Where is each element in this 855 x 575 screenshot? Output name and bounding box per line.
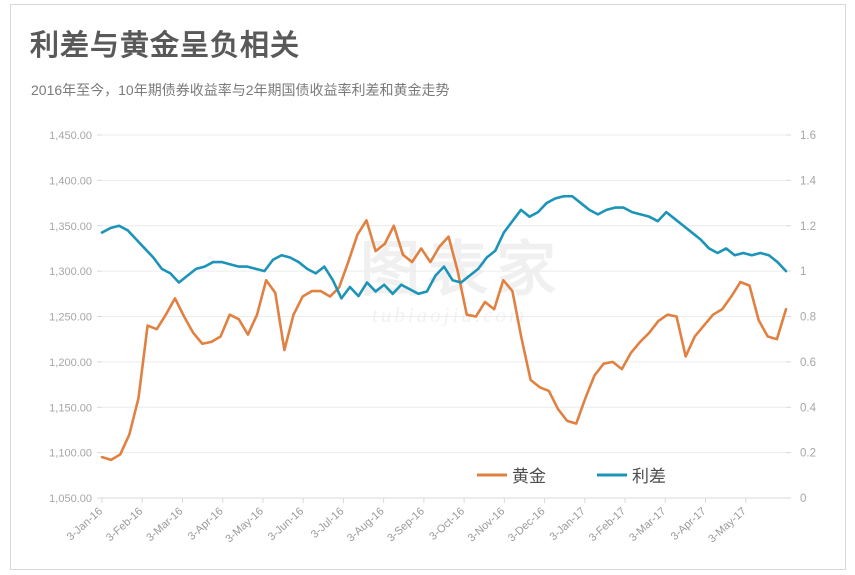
right-axis-tick-label: 0.8	[800, 312, 816, 324]
left-axis-tick-label: 1,350.00	[49, 221, 92, 233]
x-axis-tick-label: 3-Jan-17	[548, 505, 588, 543]
watermark-subtext: tubiaojia.com	[372, 303, 527, 327]
x-axis-tick-label: 3-May-16	[223, 505, 266, 545]
watermark: 图表家 tubiaojia.com	[360, 236, 556, 327]
x-axis-tick-label: 3-Jun-16	[266, 505, 306, 543]
right-axis-tick-label: 1.4	[800, 175, 817, 187]
right-axis-tick-label: 0	[800, 493, 806, 505]
left-axis-tick-label: 1,100.00	[49, 448, 92, 460]
series-line-spread	[100, 194, 788, 300]
left-axis-tick-label: 1,200.00	[49, 357, 92, 369]
x-axis-ticks	[101, 498, 747, 503]
right-axis-labels: 0 0.2 0.4 0.6 0.8 1 1.2 1.4 1.6	[800, 130, 817, 505]
right-axis-tick-label: 1	[800, 266, 806, 278]
left-axis-tick-label: 1,150.00	[49, 402, 92, 414]
chart-subtitle: 2016年至今，10年期债券收益率与2年期国债收益率利差和黄金走势	[31, 82, 450, 98]
x-axis-tick-label: 3-Oct-16	[427, 505, 467, 543]
x-axis-tick-label: 3-Nov-16	[466, 505, 508, 544]
x-axis-tick-label: 3-Dec-16	[506, 505, 548, 544]
left-axis-tick-label: 1,250.00	[49, 312, 92, 324]
x-axis-tick-label: 3-Apr-16	[186, 505, 226, 543]
x-axis-labels: 3-Jan-16 3-Feb-16 3-Mar-16 3-Apr-163-May-16…	[65, 505, 749, 545]
left-axis-tick-label: 1,050.00	[49, 493, 92, 505]
right-axis-tick-label: 0.4	[800, 402, 817, 414]
right-axis-tick-label: 0.2	[800, 448, 816, 460]
x-axis-tick-label: 3-Jul-16	[309, 505, 347, 541]
left-axis-tick-label: 1,450.00	[49, 130, 92, 142]
x-axis-tick-label: 3-Jan-16	[65, 505, 105, 543]
legend-label[interactable]: 利差	[632, 467, 666, 486]
x-axis-tick-label: 3-Mar-16	[144, 505, 185, 544]
x-axis-tick-label: 3-Feb-17	[587, 505, 628, 544]
page-title: 利差与黄金呈负相关	[30, 30, 301, 62]
x-axis-tick-label: 3-Apr-17	[669, 505, 709, 543]
left-axis-labels: 1,050.00 1,100.00 1,150.00 1,200.00 1,250.00…	[49, 130, 92, 505]
x-axis-tick-label: 3-Aug-16	[345, 505, 387, 544]
left-axis-tick-label: 1,400.00	[49, 175, 92, 187]
right-axis-tick-label: 1.2	[800, 221, 816, 233]
x-axis-tick-label: 3-May-17	[706, 505, 749, 545]
right-axis-tick-label: 1.6	[800, 130, 816, 142]
right-axis-tick-label: 0.6	[800, 357, 816, 369]
x-axis-tick-label: 3-Sep-16	[385, 505, 427, 544]
legend-label[interactable]: 黄金	[512, 467, 546, 486]
series-lines	[100, 194, 788, 462]
x-axis-tick-label: 3-Feb-16	[104, 505, 145, 544]
chart-legend[interactable]: 黄金 利差	[477, 467, 666, 486]
x-axis-tick-label: 3-Mar-17	[627, 505, 668, 544]
gridlines	[97, 134, 791, 499]
series-line-gold	[100, 219, 788, 462]
left-axis-tick-label: 1,300.00	[49, 266, 92, 278]
